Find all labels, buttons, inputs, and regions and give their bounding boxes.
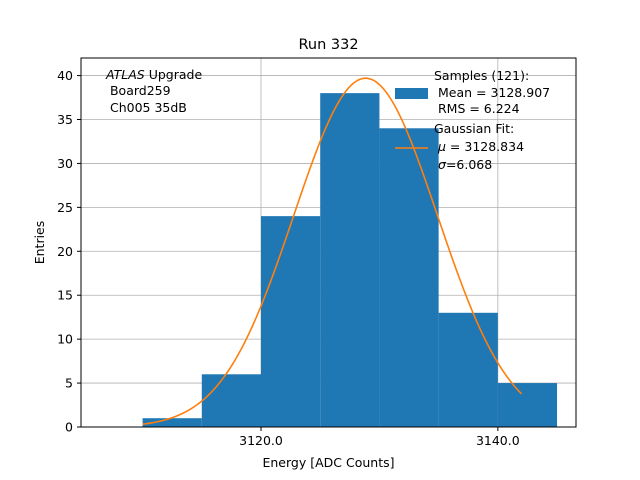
atlas-annotation: ATLAS Upgrade Board259 Ch005 35dB: [105, 67, 202, 115]
svg-text:ATLAS Upgrade: ATLAS Upgrade: [105, 67, 202, 82]
y-axis-ticks: 0 5 10 15 20 25 30 35 40: [57, 68, 81, 435]
x-tick-label: 3120.0: [239, 433, 283, 448]
histogram-bar: [201, 374, 261, 427]
svg-text:σ=6.068: σ=6.068: [438, 157, 492, 172]
histogram-bar: [261, 216, 321, 427]
plot-frame: [80, 57, 577, 428]
legend-fit-mu: = 3128.834: [446, 139, 524, 154]
atlas-label: ATLAS: [105, 67, 145, 82]
histogram-bar: [438, 312, 498, 427]
histogram-bar: [142, 418, 202, 427]
y-tick-label: 0: [65, 420, 73, 435]
y-tick-label: 15: [57, 288, 73, 303]
histogram-bar: [379, 128, 439, 428]
legend-fit-sigma: =6.068: [446, 157, 492, 172]
gaussian-fit-curve: [142, 77, 523, 425]
y-tick-label: 35: [57, 112, 73, 127]
chart-title: Run 332: [298, 37, 358, 53]
board-label: Board259: [106, 83, 171, 98]
y-tick-label: 20: [57, 244, 73, 259]
legend-fit-mu-symbol: μ: [437, 139, 446, 154]
x-tick-label: 3140.0: [476, 433, 520, 448]
channel-label: Ch005 35dB: [106, 100, 187, 115]
histogram-bar: [497, 383, 558, 427]
legend-fit-sigma-symbol: σ: [438, 157, 447, 172]
y-tick-label: 10: [57, 332, 73, 347]
x-axis-ticks: 3120.0 3140.0: [239, 427, 520, 448]
y-tick-label: 40: [57, 68, 73, 83]
legend-samples-title: Samples (121):: [434, 68, 529, 83]
legend: Samples (121): Mean = 3128.907 RMS = 6.2…: [395, 68, 550, 172]
x-axis-label: Energy [ADC Counts]: [262, 455, 394, 470]
y-tick-label: 30: [57, 156, 73, 171]
histogram-bar: [320, 93, 380, 428]
legend-bar-swatch: [395, 88, 428, 99]
histogram-bars: [142, 93, 558, 428]
legend-samples-rms: RMS = 6.224: [434, 101, 520, 116]
upgrade-label: Upgrade: [145, 67, 203, 82]
legend-samples-mean: Mean = 3128.907: [434, 85, 550, 100]
y-tick-label: 5: [65, 376, 73, 391]
svg-text:μ = 3128.834: μ = 3128.834: [437, 139, 524, 154]
y-axis-label: Entries: [32, 221, 47, 265]
y-tick-label: 25: [57, 200, 73, 215]
legend-fit-title: Gaussian Fit:: [434, 121, 514, 136]
